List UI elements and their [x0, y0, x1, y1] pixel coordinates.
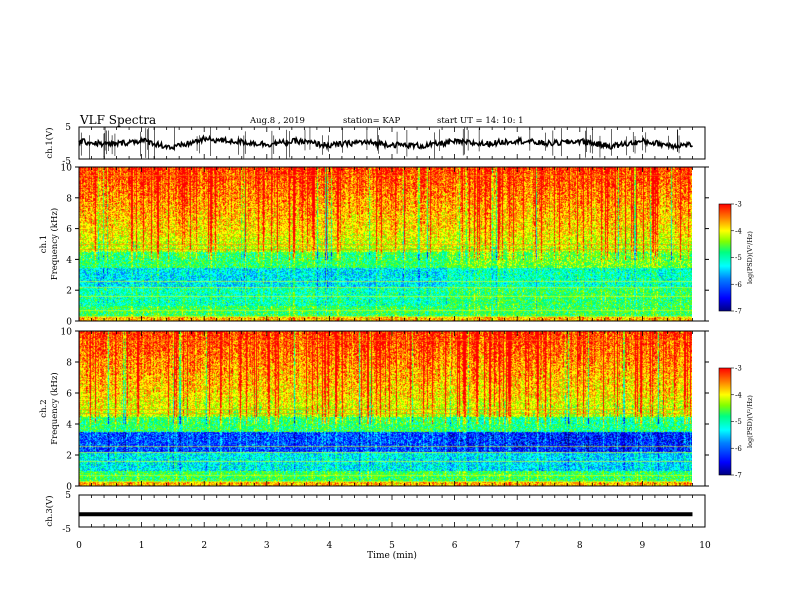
spectrogram-2-ytick-label: 2 — [66, 452, 72, 462]
spectrogram-1-colorbar — [718, 203, 732, 312]
spectrogram-1-ytick-label: 2 — [66, 287, 72, 297]
ch1-ytick-label: -5 — [62, 157, 71, 167]
ch1-ylabel: ch.1(V) — [44, 127, 55, 158]
spectrogram-2-ytick-label: 8 — [66, 359, 72, 369]
spectrogram-1-colorbar-tick-label: -6 — [735, 281, 742, 289]
spectrogram-1-ylabel-frequency: Frequency (kHz) — [49, 208, 60, 280]
ch1-ytick-label: 5 — [65, 123, 71, 133]
ch1-waveform-line — [78, 134, 693, 151]
spectrogram-2-colorbar — [718, 367, 732, 476]
spectrogram-2-ytick-label: 0 — [66, 483, 72, 493]
ch3-ytick-label: -5 — [62, 525, 71, 535]
spectrogram-1-colorbar-tick-label: -7 — [735, 308, 742, 316]
xtick-label: 10 — [699, 541, 711, 551]
spectrogram-2-ylabel-frequency: Frequency (kHz) — [49, 372, 60, 444]
spectrogram-1-colorbar-tick-label: -5 — [735, 254, 742, 262]
xtick-label: 8 — [577, 541, 583, 551]
xaxis-label: Time (min) — [367, 550, 417, 561]
spectrogram-1-ytick-label: 6 — [66, 225, 72, 235]
spectrogram-1-image — [79, 167, 692, 321]
spectrogram-1-colorbar-tick-label: -4 — [735, 227, 742, 235]
station-label: station= KAP — [343, 116, 401, 126]
spectrogram-1-colorbar-tick-label: -3 — [735, 201, 742, 209]
spectrogram-1-ytick-label: 10 — [61, 164, 73, 174]
ch3-ylabel: ch.3(V) — [44, 495, 55, 526]
spectrogram-1-ylabel-channel: ch.1 — [39, 235, 49, 253]
spectrogram-2-colorbar-tick-label: -4 — [735, 391, 742, 399]
spectrogram-1-ytick-label: 0 — [66, 318, 72, 328]
xtick-label: 3 — [264, 541, 270, 551]
xtick-label: 2 — [201, 541, 207, 551]
spectrogram-2-colorbar-tick-label: -5 — [735, 418, 742, 426]
figure-title: VLF Spectra — [80, 113, 157, 127]
spectrogram-1-ytick-label: 4 — [66, 256, 72, 266]
spectrogram-2-colorbar-label: log(PSD)(V²/Hz) — [746, 395, 754, 448]
spectrogram-1-ytick-label: 8 — [66, 194, 72, 204]
ch3-ytick-label: 5 — [65, 491, 71, 501]
xtick-label: 7 — [514, 541, 520, 551]
xtick-label: 0 — [76, 541, 82, 551]
xtick-label: 6 — [452, 541, 458, 551]
xtick-label: 5 — [389, 541, 395, 551]
spectrogram-2-ylabel-channel: ch.2 — [39, 399, 49, 417]
spectrogram-2-colorbar-tick-label: -6 — [735, 445, 742, 453]
xtick-label: 1 — [139, 541, 145, 551]
spectrogram-2-ytick-label: 4 — [66, 421, 72, 431]
xtick-label: 9 — [640, 541, 646, 551]
spectrogram-2-image — [79, 331, 692, 486]
spectrogram-1-colorbar-label: log(PSD)(V²/Hz) — [746, 231, 754, 284]
start-time-label: start UT = 14: 10: 1 — [437, 116, 524, 126]
spectrogram-2-ytick-label: 10 — [61, 328, 73, 338]
spectrogram-2-colorbar-tick-label: -7 — [735, 472, 742, 480]
spectrogram-2-colorbar-tick-label: -3 — [735, 365, 742, 373]
xtick-label: 4 — [327, 541, 333, 551]
date-label: Aug.8 , 2019 — [250, 116, 305, 126]
spectrogram-2-ytick-label: 6 — [66, 390, 72, 400]
